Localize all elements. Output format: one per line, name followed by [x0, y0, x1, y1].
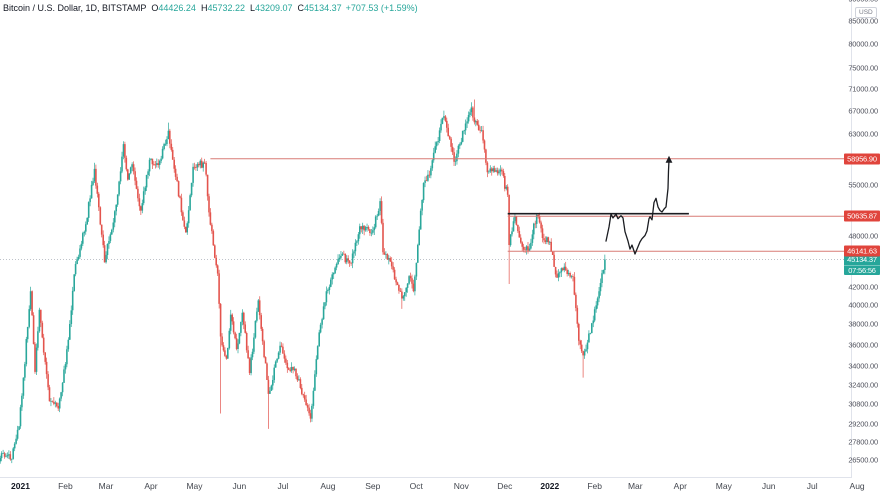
currency-badge: USD [855, 7, 877, 18]
level-price-label-58956.9: 58956.90 [844, 153, 880, 165]
price-tick-85000: 85000.00 [848, 16, 878, 26]
price-tick-26500: 26500.00 [848, 455, 878, 465]
ohlc-open-value: 44426.24 [158, 3, 196, 13]
chart-canvas[interactable]: Bitcoin / U.S. Dollar, 1D, BITSTAMP O4442… [0, 0, 852, 478]
price-axis[interactable]: USD 45134.37 07:56:56 90000.00 85000.00 80… [844, 0, 880, 477]
time-tick-mar-2021: Mar [98, 481, 114, 491]
time-tick-feb-2022: Feb [587, 481, 603, 491]
down-candle-bodies [3, 107, 584, 460]
time-tick-jun-2021: Jun [232, 481, 247, 491]
price-tick-71000: 71000.00 [848, 84, 878, 94]
price-tick-42000: 42000.00 [848, 282, 878, 292]
time-tick-feb-2021: Feb [58, 481, 73, 491]
level-price-label-50635.87: 50635.87 [844, 210, 880, 222]
time-tick-mar-2022: Mar [627, 481, 643, 491]
current-price-label: 45134.37 07:56:56 [844, 254, 880, 275]
time-tick-nov-2021: Nov [453, 481, 469, 491]
time-axis[interactable]: 2021 Feb Mar Apr May Jun Jul Aug Sep Oct Nov Dec 202… [0, 478, 880, 495]
legend-symbol-title[interactable]: Bitcoin / U.S. Dollar, 1D, BITSTAMP [3, 3, 147, 13]
level-price-label-46141.63: 46141.63 [844, 245, 880, 257]
ohlc-low-label: L [249, 3, 255, 13]
price-tick-67000: 67000.00 [848, 106, 878, 116]
projection-drawing[interactable] [605, 159, 670, 255]
time-tick-2021-2021: 2021 [11, 481, 30, 491]
price-tick-55000: 55000.00 [848, 180, 878, 190]
time-tick-may-2021: May [186, 481, 203, 491]
time-tick-oct-2021: Oct [409, 481, 423, 491]
down-candle-wicks [4, 99, 584, 461]
price-tick-38000: 38000.00 [848, 319, 878, 329]
price-tick-48000: 48000.00 [848, 231, 878, 241]
price-tick-40000: 40000.00 [848, 300, 878, 310]
time-tick-apr-2022: Apr [673, 481, 687, 491]
ohlc-open-label: O [151, 3, 159, 13]
price-tick-29200: 29200.00 [848, 419, 878, 429]
price-tick-34000: 34000.00 [848, 361, 878, 371]
projection-arrow-head [665, 155, 673, 163]
time-tick-2022-2022: 2022 [540, 481, 560, 491]
time-tick-may-2022: May [715, 481, 732, 491]
ohlc-close-value: 45134.37 [304, 3, 342, 13]
time-tick-aug-2021: Aug [320, 481, 336, 491]
price-tick-90000: 90000.00 [848, 0, 878, 4]
bar-countdown: 07:56:56 [844, 264, 880, 275]
time-tick-jun-2022: Jun [761, 481, 776, 491]
ohlc-high-value: 45732.22 [207, 3, 245, 13]
candlestick-chart[interactable] [0, 0, 851, 477]
ohlc-low-value: 43209.07 [255, 3, 293, 13]
price-tick-36000: 36000.00 [848, 340, 878, 350]
time-tick-aug-2022: Aug [849, 481, 865, 491]
price-tick-75000: 75000.00 [848, 63, 878, 73]
up-candle-wicks [0, 102, 606, 464]
time-tick-sep-2021: Sep [365, 481, 381, 491]
time-tick-jul-2021: Jul [277, 481, 289, 491]
price-tick-30800: 30800.00 [848, 399, 878, 409]
ohlc-change: +707.53 (+1.59%) [345, 3, 418, 13]
price-tick-32400: 32400.00 [848, 380, 878, 389]
price-tick-80000: 80000.00 [848, 39, 878, 49]
price-tick-27800: 27800.00 [848, 437, 878, 447]
time-tick-jul-2022: Jul [806, 481, 818, 491]
price-tick-63000: 63000.00 [848, 129, 878, 139]
ohlc-high-label: H [200, 3, 208, 13]
current-price-value: 45134.37 [847, 254, 877, 264]
up-candle-bodies [0, 107, 606, 462]
ohlc-close-label: C [297, 3, 305, 13]
time-tick-apr-2021: Apr [144, 481, 158, 491]
chart-legend: Bitcoin / U.S. Dollar, 1D, BITSTAMP O4442… [3, 2, 418, 14]
time-tick-dec-2021: Dec [497, 481, 513, 491]
